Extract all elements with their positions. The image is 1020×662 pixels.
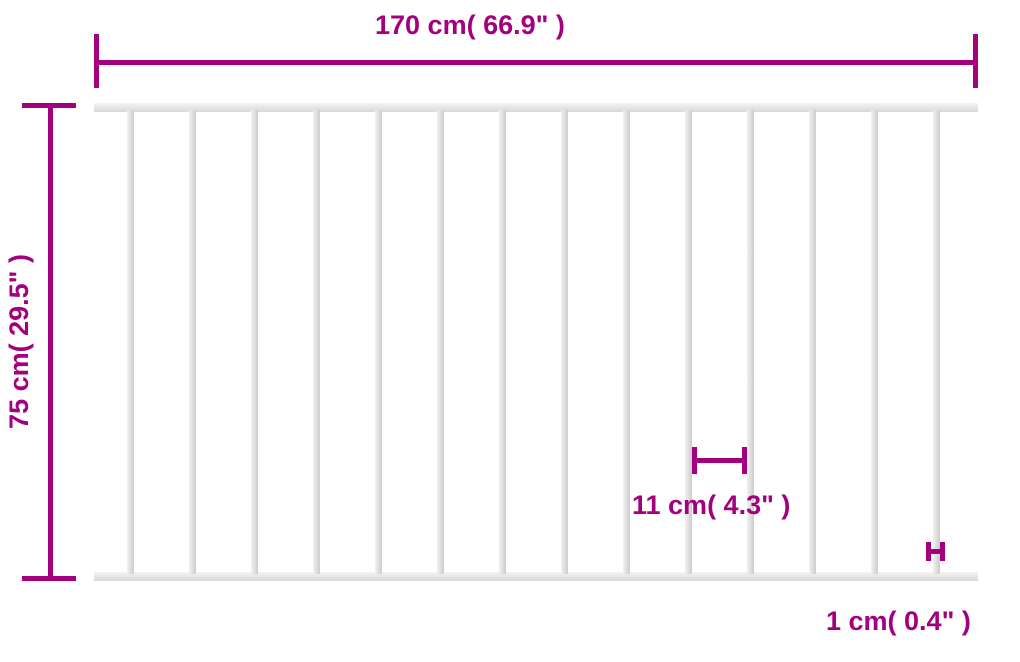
spacing-dimension-line (692, 458, 747, 463)
panel-bar (189, 110, 196, 574)
panel-bar (623, 110, 630, 574)
panel-bar (437, 110, 444, 574)
bar-thickness-label: 1 cm( 0.4" ) (826, 606, 971, 637)
width-dimension-line (94, 60, 978, 65)
panel-bar (809, 110, 816, 574)
panel-bar (375, 110, 382, 574)
panel-bar (251, 110, 258, 574)
height-dimension-label: 75 cm( 29.5" ) (4, 254, 35, 429)
panel-bar (127, 110, 134, 574)
panel-top-rail (94, 103, 978, 112)
width-dimension-endcap-left (94, 34, 99, 88)
spacing-dimension-label: 11 cm( 4.3" ) (632, 490, 790, 521)
panel-bar (313, 110, 320, 574)
panel-bottom-rail (94, 572, 978, 581)
panel-bar (933, 110, 940, 574)
bar-thickness-marker (926, 542, 946, 562)
height-dimension-line (48, 103, 53, 581)
panel-bar (561, 110, 568, 574)
height-dimension-endcap-bottom (22, 576, 76, 581)
panel-bar (499, 110, 506, 574)
panel-bar (871, 110, 878, 574)
diagram-stage: 170 cm( 66.9" ) 75 cm( 29.5" ) 11 cm( 4.… (0, 0, 1020, 662)
spacing-dimension-endcap-left (692, 447, 697, 474)
spacing-dimension-endcap-right (742, 447, 747, 474)
height-dimension-endcap-top (22, 103, 76, 108)
width-dimension-endcap-right (973, 34, 978, 88)
width-dimension-label: 170 cm( 66.9" ) (375, 10, 565, 41)
